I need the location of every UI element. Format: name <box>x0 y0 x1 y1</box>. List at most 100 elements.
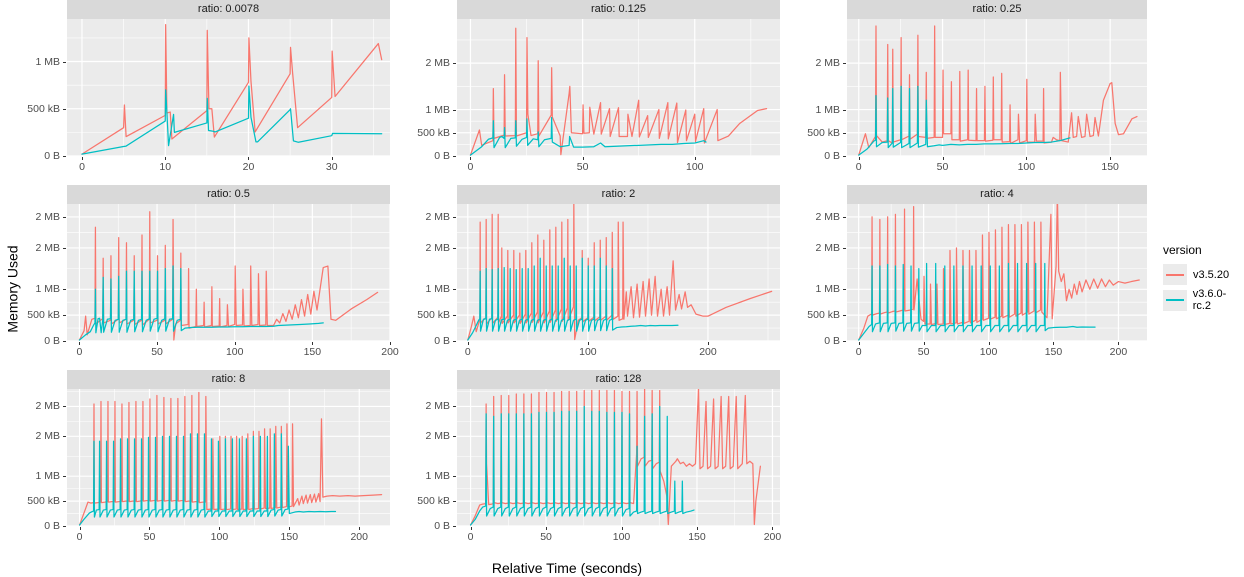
y-axis-title: Memory Used <box>2 0 24 577</box>
x-tick-mark <box>1110 157 1112 160</box>
legend-key-swatch <box>1163 264 1187 285</box>
x-tick-mark <box>1026 157 1028 160</box>
x-axis-title-text: Relative Time (seconds) <box>491 560 643 576</box>
y-tick-label: 0 B <box>824 149 840 162</box>
y-tick-mark <box>453 216 456 218</box>
facet-strip: ratio: 0.25 <box>847 0 1147 19</box>
y-tick-mark <box>453 501 456 503</box>
x-tick-label: 50 <box>576 161 589 173</box>
x-tick-label: 150 <box>1101 161 1119 173</box>
x-tick-mark <box>942 157 944 160</box>
legend-items: v3.5.20 v3.6.0-rc.2 <box>1163 264 1244 312</box>
y-tick-mark <box>453 341 456 342</box>
legend-item[interactable]: v3.5.20 <box>1163 264 1244 285</box>
y-tick-mark <box>843 341 846 342</box>
plot-area <box>457 19 780 156</box>
x-tick-label: 0 <box>855 161 862 173</box>
y-tick-mark <box>63 315 66 317</box>
x-tick-label: 20 <box>242 161 255 173</box>
x-tick-mark <box>772 527 774 530</box>
y-tick-mark <box>63 436 66 438</box>
facet-strip-label: ratio: 2 <box>601 188 636 200</box>
y-tick-label: 0 B <box>44 519 60 532</box>
y-tick-label: 0 B <box>44 149 60 162</box>
legend-item[interactable]: v3.6.0-rc.2 <box>1163 288 1244 312</box>
y-tick-mark <box>63 247 66 249</box>
y-tick-label: 1 MB <box>35 283 60 296</box>
x-tick-label: 150 <box>1044 346 1063 358</box>
y-tick-label: 0 B <box>824 334 840 347</box>
y-tick-label: 500 kB <box>27 494 60 507</box>
facet-strip: ratio: 128 <box>457 370 780 389</box>
x-tick-mark <box>359 527 361 530</box>
x-tick-label: 0 <box>464 346 471 358</box>
y-tick-label: 0 B <box>434 149 450 162</box>
y-tick-label: 2 MB <box>35 430 60 443</box>
x-tick-mark <box>858 342 860 345</box>
y-tick-mark <box>453 156 456 157</box>
y-tick-label: 500 kB <box>417 126 450 139</box>
x-tick-label: 50 <box>151 346 163 358</box>
y-tick-mark <box>453 247 456 249</box>
x-tick-label: 0 <box>76 346 83 358</box>
x-tick-mark <box>289 527 291 530</box>
y-tick-label: 1 MB <box>425 283 450 296</box>
y-tick-label: 0 B <box>44 334 60 347</box>
x-tick-mark <box>1053 342 1055 345</box>
x-tick-label: 0 <box>855 346 862 358</box>
y-tick-label: 0 B <box>434 334 450 347</box>
x-tick-label: 0 <box>76 531 83 543</box>
facet-panel: ratio: 0.25 0 B 500 kB 1 MB 2 MB 0 50 100 150 <box>807 0 1147 174</box>
x-tick-mark <box>149 527 151 530</box>
x-tick-label: 0 <box>467 531 474 543</box>
x-tick-label: 150 <box>280 531 299 543</box>
x-tick-label: 100 <box>579 346 597 358</box>
facet-panel: ratio: 0.125 0 B 500 kB 1 MB 2 MB 0 50 100 <box>417 0 780 174</box>
facet-strip-label: ratio: 0.125 <box>590 3 647 15</box>
x-tick-label: 50 <box>917 346 930 358</box>
y-tick-mark <box>453 315 456 317</box>
x-tick-label: 200 <box>699 346 717 358</box>
x-tick-mark <box>79 342 81 345</box>
facet-strip-label: ratio: 4 <box>980 188 1014 200</box>
y-tick-mark <box>63 156 66 157</box>
y-tick-mark <box>843 109 846 111</box>
y-tick-mark <box>63 341 66 342</box>
y-tick-label: 0 B <box>434 519 450 532</box>
y-tick-mark <box>63 61 66 63</box>
x-tick-label: 0 <box>467 161 474 173</box>
x-tick-mark <box>1118 342 1120 345</box>
x-tick-label: 50 <box>936 161 949 173</box>
y-tick-label: 500 kB <box>807 308 840 321</box>
x-tick-label: 100 <box>1017 161 1036 173</box>
facet-strip: ratio: 2 <box>457 185 780 204</box>
y-tick-mark <box>453 406 456 408</box>
x-tick-mark <box>79 527 81 530</box>
plot-area <box>847 204 1147 341</box>
x-tick-mark <box>234 342 236 345</box>
x-tick-mark <box>331 157 333 160</box>
y-tick-label: 2 MB <box>35 400 60 413</box>
facet-strip-label: ratio: 8 <box>211 373 246 385</box>
x-tick-mark <box>470 527 472 530</box>
y-tick-mark <box>63 406 66 408</box>
legend-line-icon <box>1166 273 1184 276</box>
y-tick-mark <box>843 315 846 317</box>
x-tick-mark <box>587 342 589 345</box>
facet-panel: ratio: 8 0 B 500 kB 1 MB 2 MB 2 MB 0 50 100 150 20… <box>27 370 390 544</box>
plot-area <box>457 204 780 341</box>
x-tick-label: 200 <box>763 531 782 543</box>
y-tick-mark <box>843 132 846 134</box>
legend: version v3.5.20 v3.6.0-rc.2 <box>1163 243 1244 315</box>
x-tick-mark <box>219 527 221 530</box>
y-tick-label: 2 MB <box>425 430 450 443</box>
y-tick-label: 2 MB <box>815 210 840 223</box>
y-tick-label: 2 MB <box>35 210 60 223</box>
y-tick-label: 2 MB <box>425 241 450 254</box>
x-tick-label: 100 <box>225 346 244 358</box>
x-tick-label: 100 <box>979 346 998 358</box>
y-tick-mark <box>63 108 66 110</box>
y-tick-label: 500 kB <box>27 308 60 321</box>
x-tick-mark <box>858 157 860 160</box>
facet-panel: ratio: 0.5 0 B 500 kB 1 MB 2 MB 2 MB 0 50 100 150… <box>27 185 399 359</box>
